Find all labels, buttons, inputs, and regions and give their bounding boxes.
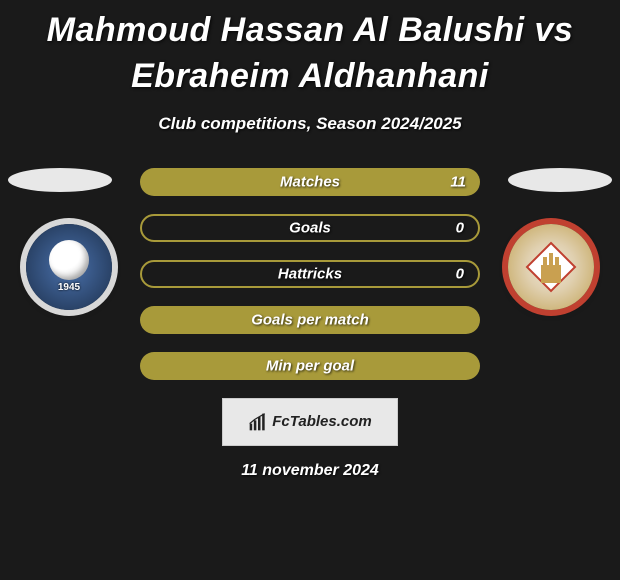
- al-nasr-crest-inner: 1945: [26, 224, 112, 310]
- player-right-oval: [508, 168, 612, 192]
- chart-icon: [248, 412, 268, 432]
- stat-row: Goals0: [140, 214, 480, 242]
- crest-right-icon: [523, 239, 579, 295]
- stat-rows: Matches11Goals0Hattricks0Goals per match…: [140, 168, 480, 380]
- club-crest-left: 1945: [26, 224, 112, 310]
- stat-row: Goals per match: [140, 306, 480, 334]
- stat-value: 0: [456, 219, 464, 236]
- stat-label: Min per goal: [140, 357, 480, 374]
- soccer-ball-icon: [49, 240, 89, 280]
- stat-label: Goals: [142, 219, 478, 236]
- stat-row: Matches11: [140, 168, 480, 196]
- footer-brand-text: FcTables.com: [272, 413, 371, 430]
- club-crest-right: [508, 224, 594, 310]
- crest-right-inner: [508, 224, 594, 310]
- comparison-title: Mahmoud Hassan Al Balushi vs Ebraheim Al…: [0, 0, 620, 104]
- stat-value: 0: [456, 265, 464, 282]
- stat-label: Goals per match: [140, 311, 480, 328]
- stat-label: Matches: [140, 173, 480, 190]
- stat-label: Hattricks: [142, 265, 478, 282]
- player-left-oval: [8, 168, 112, 192]
- snapshot-date: 11 november 2024: [0, 462, 620, 480]
- footer-brand-box: FcTables.com: [222, 398, 398, 446]
- crest-year: 1945: [58, 282, 80, 293]
- stat-value: 11: [450, 173, 466, 190]
- season-subtitle: Club competitions, Season 2024/2025: [0, 114, 620, 134]
- stat-row: Min per goal: [140, 352, 480, 380]
- stats-area: 1945 Matches11Goals0Hattricks0Goals per …: [0, 168, 620, 380]
- stat-row: Hattricks0: [140, 260, 480, 288]
